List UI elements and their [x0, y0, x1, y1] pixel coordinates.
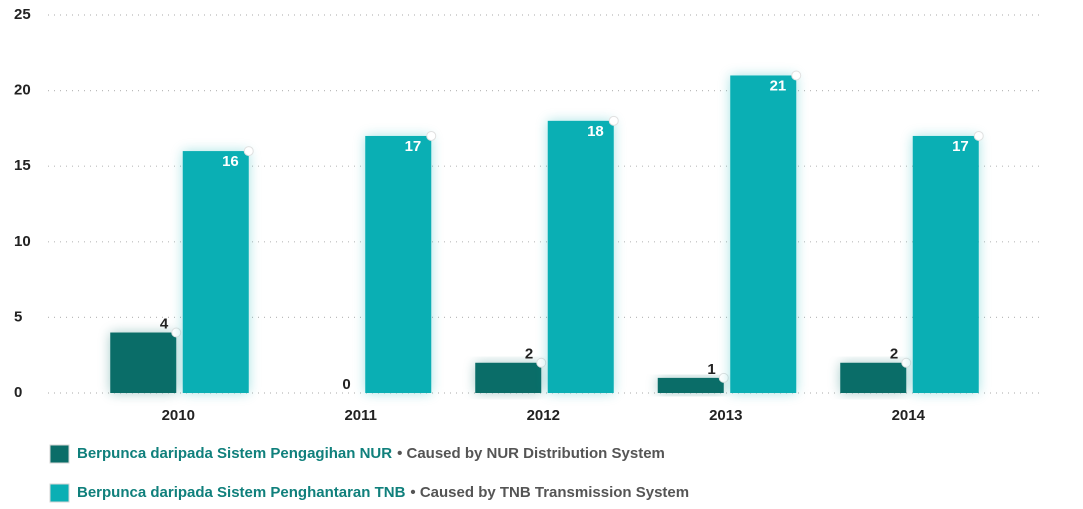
legend-description: • Caused by NUR Distribution System	[397, 445, 665, 462]
y-tick-label: 10	[14, 233, 31, 250]
bar	[730, 75, 797, 393]
value-label: 16	[222, 153, 239, 170]
bar-dot	[608, 115, 619, 126]
bar	[110, 332, 177, 393]
bar	[912, 135, 979, 393]
legend-swatch	[49, 483, 70, 503]
bar	[657, 377, 724, 393]
x-tick-label: 2010	[162, 407, 195, 424]
legend-swatch	[49, 444, 70, 464]
value-label: 21	[770, 77, 787, 94]
value-label: 0	[342, 376, 350, 393]
bar-dot	[426, 130, 437, 141]
x-tick-label: 2012	[527, 407, 560, 424]
legend-label: Berpunca daripada Sistem Penghantaran TN…	[77, 484, 689, 501]
bar-dot	[243, 146, 254, 157]
y-tick-label: 5	[14, 308, 22, 325]
value-label: 17	[405, 138, 422, 155]
value-label: 2	[525, 346, 533, 363]
bar	[182, 151, 249, 393]
bar-dot	[973, 130, 984, 141]
value-label: 17	[952, 138, 969, 155]
value-label: 18	[587, 123, 604, 140]
legend-description: • Caused by TNB Transmission System	[410, 484, 689, 501]
bar	[547, 120, 614, 393]
value-label: 1	[707, 361, 715, 378]
y-tick-label: 25	[14, 6, 31, 23]
legend-name: Berpunca daripada Sistem Pengagihan NUR	[77, 445, 392, 462]
y-tick-label: 20	[14, 82, 31, 99]
bar-dot	[171, 327, 182, 338]
y-tick-label: 0	[14, 384, 22, 401]
bar	[475, 362, 542, 393]
bar-dot	[901, 357, 912, 368]
bar-dot	[536, 357, 547, 368]
x-tick-label: 2011	[344, 407, 377, 424]
x-tick-label: 2013	[709, 407, 742, 424]
legend-label: Berpunca daripada Sistem Pengagihan NUR •…	[77, 445, 665, 462]
bar-dot	[718, 372, 729, 383]
bar	[365, 135, 432, 393]
bar-dot	[791, 70, 802, 81]
legend-name: Berpunca daripada Sistem Penghantaran TN…	[77, 484, 406, 501]
value-label: 4	[160, 315, 169, 332]
bar	[840, 362, 907, 393]
y-tick-label: 15	[14, 157, 31, 174]
x-tick-label: 2014	[892, 407, 926, 424]
value-label: 2	[890, 346, 898, 363]
